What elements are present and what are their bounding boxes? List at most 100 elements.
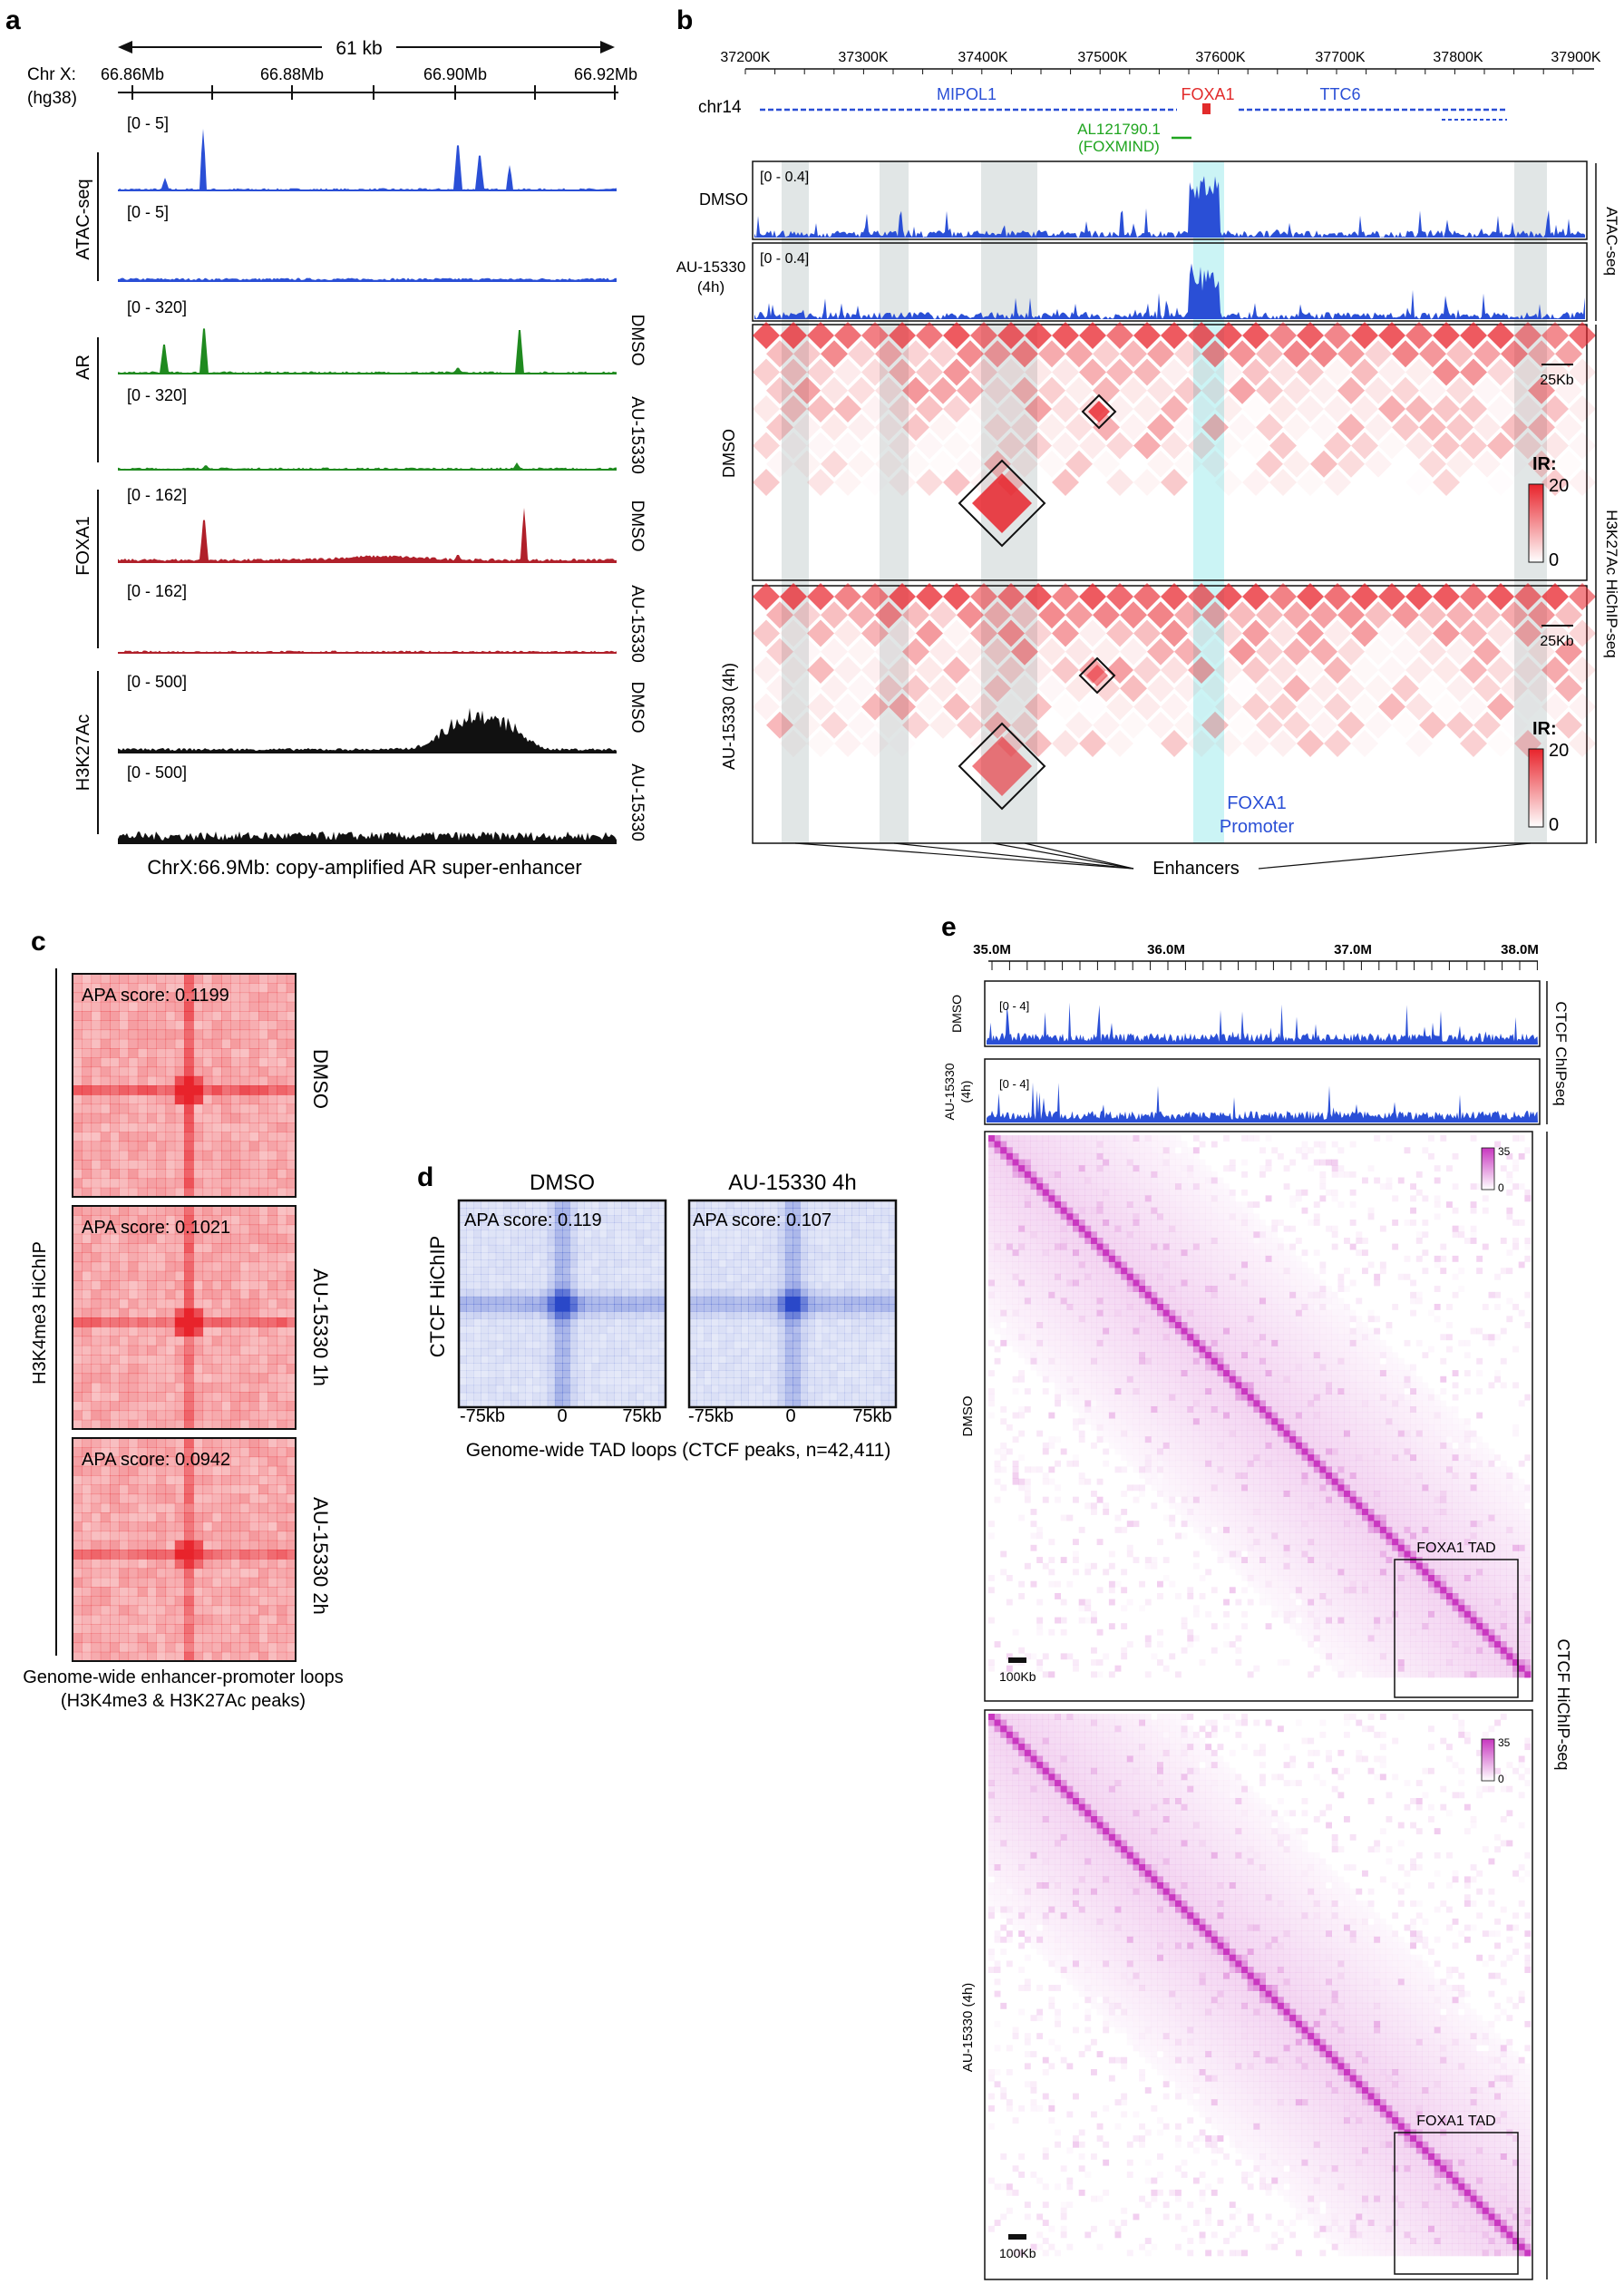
apa-cell: [844, 1370, 852, 1378]
apa-cell: [495, 1311, 504, 1319]
apa-cell: [147, 1011, 157, 1021]
axis-tick-label: 37700K: [1315, 50, 1365, 65]
apa-cell: [577, 1370, 585, 1378]
heat-cell: [1569, 358, 1596, 386]
apa-cell: [866, 1363, 875, 1371]
apa-cell: [156, 1587, 167, 1597]
apa-cell: [814, 1326, 823, 1335]
contact-cell: [1018, 1255, 1026, 1262]
apa-cell: [119, 1094, 130, 1105]
apa-cell: [100, 1001, 111, 1012]
apa-cell: [777, 1356, 786, 1364]
apa-cell: [239, 1085, 250, 1095]
apa-cell: [888, 1333, 897, 1342]
contact-cell: [1096, 1152, 1104, 1160]
apa-cell: [814, 1215, 823, 1223]
heat-cell: [1514, 432, 1541, 460]
apa-cell: [777, 1311, 786, 1319]
heat-cell: [1297, 730, 1324, 757]
apa-cell: [100, 1438, 111, 1448]
apa-cell: [718, 1208, 727, 1216]
atac-signal: [754, 176, 1585, 319]
apa-cell: [748, 1363, 756, 1371]
apa-cell: [591, 1356, 600, 1364]
heat-cell: [834, 395, 861, 423]
apa-cell: [777, 1208, 786, 1216]
heat-cell: [1215, 693, 1242, 721]
apa-cell: [657, 1281, 666, 1290]
enhancers-label: Enhancers: [1152, 859, 1240, 879]
apa-cell: [137, 1596, 148, 1607]
apa-cell: [137, 1085, 148, 1095]
apa-cell: [128, 1568, 139, 1579]
apa-cell: [621, 1259, 629, 1268]
apa-cell: [800, 1237, 808, 1246]
apa-cell: [547, 1370, 556, 1378]
apa-cell: [598, 1222, 608, 1231]
contact-cell: [1018, 1514, 1026, 1521]
apa-cell: [202, 1150, 213, 1161]
contact-cell: [1271, 1147, 1279, 1154]
apa-cell: [859, 1363, 867, 1371]
apa-cell: [777, 1215, 786, 1223]
apa-cell: [82, 1224, 92, 1235]
ir-min: 0: [1549, 550, 1559, 570]
apa-cell: [836, 1333, 845, 1342]
apa-cell: [82, 1521, 92, 1532]
apa-cell: [211, 1038, 222, 1049]
contact-cell: [1096, 1141, 1104, 1148]
apa-cell: [614, 1377, 622, 1386]
contact-cell: [988, 1195, 995, 1202]
heat-cell: [848, 711, 875, 739]
contact-cell: [988, 1177, 995, 1184]
apa-cell: [547, 1356, 556, 1364]
contact-cell: [1006, 1279, 1013, 1287]
contact-cell: [1042, 1671, 1049, 1678]
apa-cell: [584, 1222, 593, 1231]
apa-cell: [277, 1493, 287, 1504]
contact-cell: [1114, 1152, 1122, 1160]
apa-cell: [211, 1150, 222, 1161]
apa-cell: [221, 1596, 231, 1607]
apa-cell: [119, 1038, 130, 1049]
apa-cell: [110, 1568, 120, 1579]
apa-cell: [184, 1587, 194, 1597]
contact-cell: [1006, 1159, 1013, 1166]
apa-cell: [643, 1215, 652, 1223]
apa-cell: [211, 1169, 222, 1180]
contact-cell: [1030, 1304, 1037, 1310]
apa-cell: [793, 1252, 801, 1260]
apa-cell: [511, 1296, 519, 1305]
contact-cell: [1073, 1183, 1079, 1191]
contact-cell: [1042, 1135, 1049, 1142]
contact-cell: [1386, 1135, 1393, 1142]
apa-cell: [532, 1200, 541, 1209]
apa-cell: [100, 1419, 111, 1430]
apa-cell: [621, 1215, 629, 1223]
apa-cell: [258, 1066, 268, 1077]
apa-cell: [147, 1224, 157, 1235]
apa-cell: [577, 1281, 585, 1290]
apa-cell: [202, 1587, 213, 1597]
contact-cell: [1344, 1171, 1350, 1178]
apa-cell: [147, 1243, 157, 1253]
contact-cell: [1000, 1448, 1007, 1455]
apa-cell: [725, 1288, 734, 1298]
apa-cell: [267, 1141, 278, 1152]
apa-cell: [119, 1559, 130, 1570]
apa-cell: [807, 1267, 815, 1275]
apa-cell: [569, 1377, 578, 1386]
apa-cell: [511, 1200, 519, 1209]
apa-cell: [547, 1333, 556, 1342]
contact-cell: [988, 1587, 995, 1594]
apa-cell: [711, 1274, 720, 1283]
contact-cell: [1042, 1298, 1049, 1305]
apa-cell: [621, 1304, 629, 1312]
heat-cell: [1161, 730, 1188, 757]
apa-cell: [636, 1237, 645, 1246]
contact-cell: [994, 1238, 1001, 1244]
heat-cell: [1052, 358, 1079, 386]
apa-cell: [174, 1336, 185, 1346]
apa-cell: [230, 1085, 241, 1095]
apa-cell: [277, 1521, 287, 1532]
